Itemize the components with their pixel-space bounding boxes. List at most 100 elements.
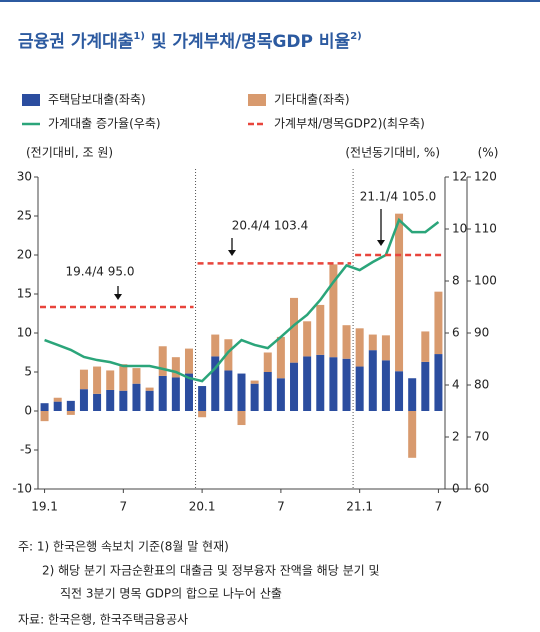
legend-swatch <box>22 94 40 106</box>
bar-housing <box>434 354 443 411</box>
annotation: 21.1/4 105.0 <box>360 190 437 204</box>
bar-other <box>303 321 312 357</box>
y3-tick-label: 120 <box>474 170 497 184</box>
note: 직전 3분기 명목 GDP의 합으로 나누어 산출 <box>60 587 282 601</box>
legend-label: 주택담보대출(좌축) <box>48 93 146 107</box>
y2-tick-label: 12 <box>452 170 467 184</box>
x-tick-label: 21.1 <box>346 500 373 514</box>
bar-other <box>145 387 154 391</box>
annotation-arrowhead <box>114 294 122 300</box>
bar-housing <box>237 373 246 411</box>
bar-other <box>395 213 404 372</box>
title-superscript: 2) <box>350 31 362 42</box>
bar-housing <box>329 357 338 411</box>
y2-tick-label: 4 <box>452 378 460 392</box>
bar-housing <box>316 354 325 411</box>
legend-label: 가계부채/명목GDP2)(최우축) <box>274 117 425 131</box>
legend-label: 가계대출 증가율(우축) <box>48 117 161 131</box>
bar-other <box>171 357 180 378</box>
bar-other <box>263 352 272 372</box>
title-part: 및 가계부채/명목GDP 비율 <box>145 32 351 52</box>
y2-axis-label: (전년동기대비, %) <box>345 146 440 160</box>
y-tick-label: -10 <box>12 482 32 496</box>
y-tick-label: -5 <box>20 443 32 457</box>
y3-tick-label: 80 <box>474 378 489 392</box>
y3-tick-label: 60 <box>474 482 489 496</box>
bar-housing <box>250 383 259 411</box>
bar-housing <box>408 378 417 411</box>
note: 주: 1) 한국은행 속보치 기준(8월 말 현재) <box>18 539 229 554</box>
bar-other <box>158 346 167 376</box>
bar-other <box>79 369 88 390</box>
y-axis-label: (전기대비, 조 원) <box>26 146 113 160</box>
bar-housing <box>303 356 312 411</box>
bar-housing <box>198 386 207 411</box>
bar-housing <box>79 389 88 411</box>
bar-other <box>198 411 207 418</box>
bar-housing <box>66 400 75 411</box>
bar-other <box>93 366 102 394</box>
bar-other <box>132 368 141 384</box>
x-tick-label: 19.1 <box>31 500 58 514</box>
y3-axis-label: (%) <box>478 146 499 160</box>
y-tick-label: 30 <box>17 170 32 184</box>
legend-swatch <box>248 94 266 106</box>
bar-other <box>421 331 430 362</box>
x-tick-label: 7 <box>435 500 443 514</box>
title-superscript: 1) <box>133 31 145 42</box>
y2-tick-label: 2 <box>452 430 460 444</box>
y3-tick-label: 110 <box>474 222 497 236</box>
growth-line <box>44 217 440 383</box>
bar-housing <box>119 390 128 411</box>
bar-other <box>237 411 246 426</box>
bar-housing <box>40 403 49 411</box>
bar-housing <box>171 377 180 411</box>
bar-housing <box>395 371 404 411</box>
bar-other <box>40 411 49 422</box>
bar-other <box>408 411 417 458</box>
bar-other <box>329 264 338 358</box>
source: 자료: 한국은행, 한국주택금융공사 <box>18 612 188 627</box>
x-tick-label: 7 <box>120 500 128 514</box>
bar-housing <box>93 393 102 411</box>
bar-other <box>119 364 128 391</box>
bar-housing <box>290 362 299 411</box>
bar-other <box>224 339 233 371</box>
bar-other <box>290 297 299 363</box>
chart-title: 금융권 가계대출1) 및 가계부채/명목GDP 비율2) <box>18 31 362 52</box>
x-tick-label: 20.1 <box>189 500 216 514</box>
bar-other <box>184 348 193 374</box>
bar-housing <box>106 389 115 411</box>
x-tick-label: 7 <box>277 500 285 514</box>
bar-other <box>368 334 377 351</box>
legend-label: 기타대출(좌축) <box>274 93 350 107</box>
bar-housing <box>276 378 285 411</box>
bar-housing <box>145 390 154 411</box>
bar-other <box>211 334 220 357</box>
y-tick-label: 5 <box>24 365 32 379</box>
annotation: 20.4/4 103.4 <box>232 219 309 233</box>
bar-housing <box>184 373 193 411</box>
bar-other <box>53 397 62 402</box>
bar-housing <box>158 375 167 411</box>
y-tick-label: 25 <box>17 209 32 223</box>
y-tick-label: 15 <box>17 287 32 301</box>
bar-housing <box>342 358 351 411</box>
bar-housing <box>421 361 430 411</box>
y-tick-label: 10 <box>17 326 32 340</box>
bar-other <box>342 325 351 359</box>
bar-other <box>66 411 75 415</box>
title-part: 금융권 가계대출 <box>18 32 134 52</box>
bar-other <box>106 370 115 390</box>
bar-housing <box>368 350 377 411</box>
y2-tick-label: 0 <box>452 482 460 496</box>
y2-tick-label: 6 <box>452 326 460 340</box>
bar-housing <box>53 401 62 411</box>
bar-other <box>276 336 285 379</box>
y-tick-label: 20 <box>17 248 32 262</box>
y2-tick-label: 10 <box>452 222 467 236</box>
bar-housing <box>381 360 390 411</box>
bar-other <box>355 328 364 367</box>
bar-housing <box>132 383 141 411</box>
